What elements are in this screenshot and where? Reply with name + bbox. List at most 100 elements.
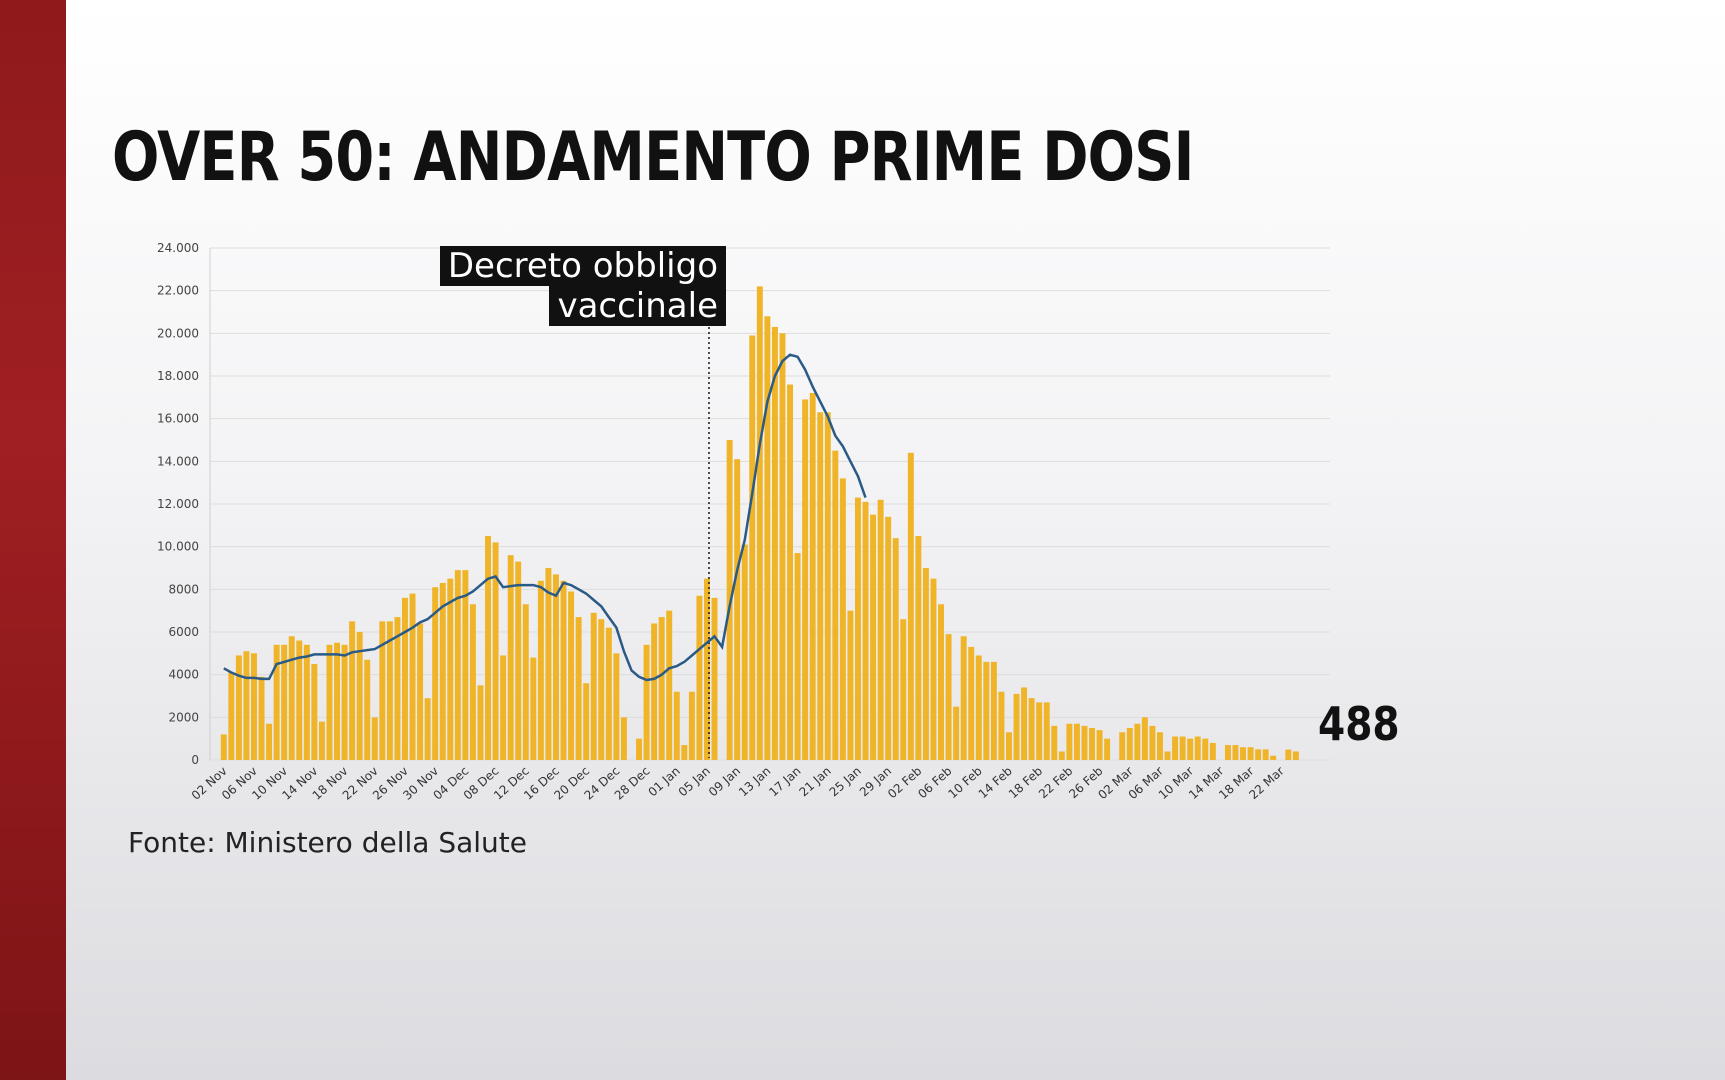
- bar: [877, 499, 884, 760]
- bar: [1187, 738, 1194, 760]
- bar: [228, 672, 235, 760]
- bar: [1051, 725, 1058, 760]
- bar: [1202, 738, 1209, 760]
- bar: [605, 627, 612, 760]
- bar: [960, 636, 967, 760]
- y-tick-label: 10.000: [157, 540, 199, 554]
- bar: [326, 644, 333, 760]
- bar: [749, 335, 756, 760]
- bar: [432, 587, 439, 760]
- bar: [311, 664, 318, 760]
- bar: [409, 593, 416, 760]
- bar: [341, 644, 348, 760]
- bar: [1081, 725, 1088, 760]
- x-tick-label: 01 Jan: [645, 764, 682, 800]
- bar: [900, 619, 907, 760]
- bar: [953, 706, 960, 760]
- bar: [583, 683, 590, 760]
- bar: [1126, 728, 1133, 760]
- y-tick-label: 14.000: [157, 454, 199, 468]
- bar: [288, 636, 295, 760]
- annotation-label-line1: Decreto obbligo: [439, 246, 726, 286]
- bar: [817, 412, 824, 760]
- bar: [251, 653, 257, 760]
- bar: [1179, 736, 1186, 760]
- bar: [1013, 693, 1020, 760]
- bar: [1096, 730, 1103, 760]
- y-tick-label: 22.000: [157, 284, 199, 298]
- annotation-label-line2: vaccinale: [549, 286, 726, 326]
- bar: [1134, 723, 1141, 760]
- bar: [620, 717, 627, 760]
- bar: [273, 644, 280, 760]
- bar: [847, 610, 854, 760]
- bar: [711, 597, 718, 760]
- y-tick-label: 2000: [168, 710, 199, 724]
- bar: [364, 659, 371, 760]
- bar: [771, 326, 778, 760]
- y-tick-label: 0: [191, 753, 199, 767]
- bar: [402, 597, 408, 760]
- bar: [779, 333, 786, 760]
- bar: [726, 440, 733, 760]
- y-tick-label: 8000: [168, 582, 199, 596]
- y-tick-label: 12.000: [157, 497, 199, 511]
- bar: [1270, 755, 1277, 760]
- trend-line: [223, 353, 867, 682]
- bar: [1262, 749, 1269, 760]
- bar: [855, 497, 861, 760]
- bar: [500, 655, 507, 760]
- bar: [334, 642, 340, 760]
- bar: [688, 691, 695, 760]
- y-tick-label: 16.000: [157, 412, 199, 426]
- bar: [975, 655, 982, 760]
- bar: [243, 651, 250, 760]
- bar: [537, 580, 544, 760]
- x-tick-label: 05 Jan: [676, 764, 713, 800]
- bar: [447, 578, 454, 760]
- bar: [741, 544, 748, 760]
- bar: [417, 623, 424, 760]
- bar: [1255, 749, 1262, 760]
- bar: [530, 657, 537, 760]
- bar: [379, 621, 386, 760]
- x-tick-label: 09 Jan: [706, 764, 743, 800]
- bar: [764, 316, 771, 760]
- bar: [802, 399, 809, 760]
- bar: [318, 721, 325, 760]
- bar: [492, 542, 499, 760]
- bar: [220, 734, 227, 760]
- bar: [590, 612, 597, 760]
- x-tick-label: 13 Jan: [736, 764, 773, 800]
- bar: [1247, 747, 1254, 760]
- bar: [1089, 728, 1095, 760]
- bar: [394, 617, 401, 760]
- bar: [454, 570, 461, 760]
- bar: [485, 536, 491, 760]
- bar: [1006, 732, 1012, 760]
- x-tick-label: 21 Jan: [796, 764, 833, 800]
- bar: [560, 580, 567, 760]
- bar: [1224, 745, 1231, 760]
- bar: [907, 452, 914, 760]
- x-tick-label: 17 Jan: [766, 764, 803, 800]
- bar: [945, 634, 952, 760]
- bar: [832, 450, 839, 760]
- bar: [915, 536, 922, 760]
- bar: [1149, 725, 1156, 760]
- bar: [794, 553, 801, 760]
- bar: [666, 610, 673, 760]
- bar: [756, 286, 763, 760]
- bar: [892, 538, 899, 760]
- bar: [839, 478, 846, 760]
- bar: [1073, 723, 1080, 760]
- bar: [281, 644, 288, 760]
- bar: [1240, 747, 1246, 760]
- bar: [1066, 723, 1073, 760]
- bar: [568, 591, 575, 760]
- bar: [266, 723, 273, 760]
- bar: [371, 717, 378, 760]
- bar: [704, 578, 710, 760]
- bar: [990, 661, 997, 760]
